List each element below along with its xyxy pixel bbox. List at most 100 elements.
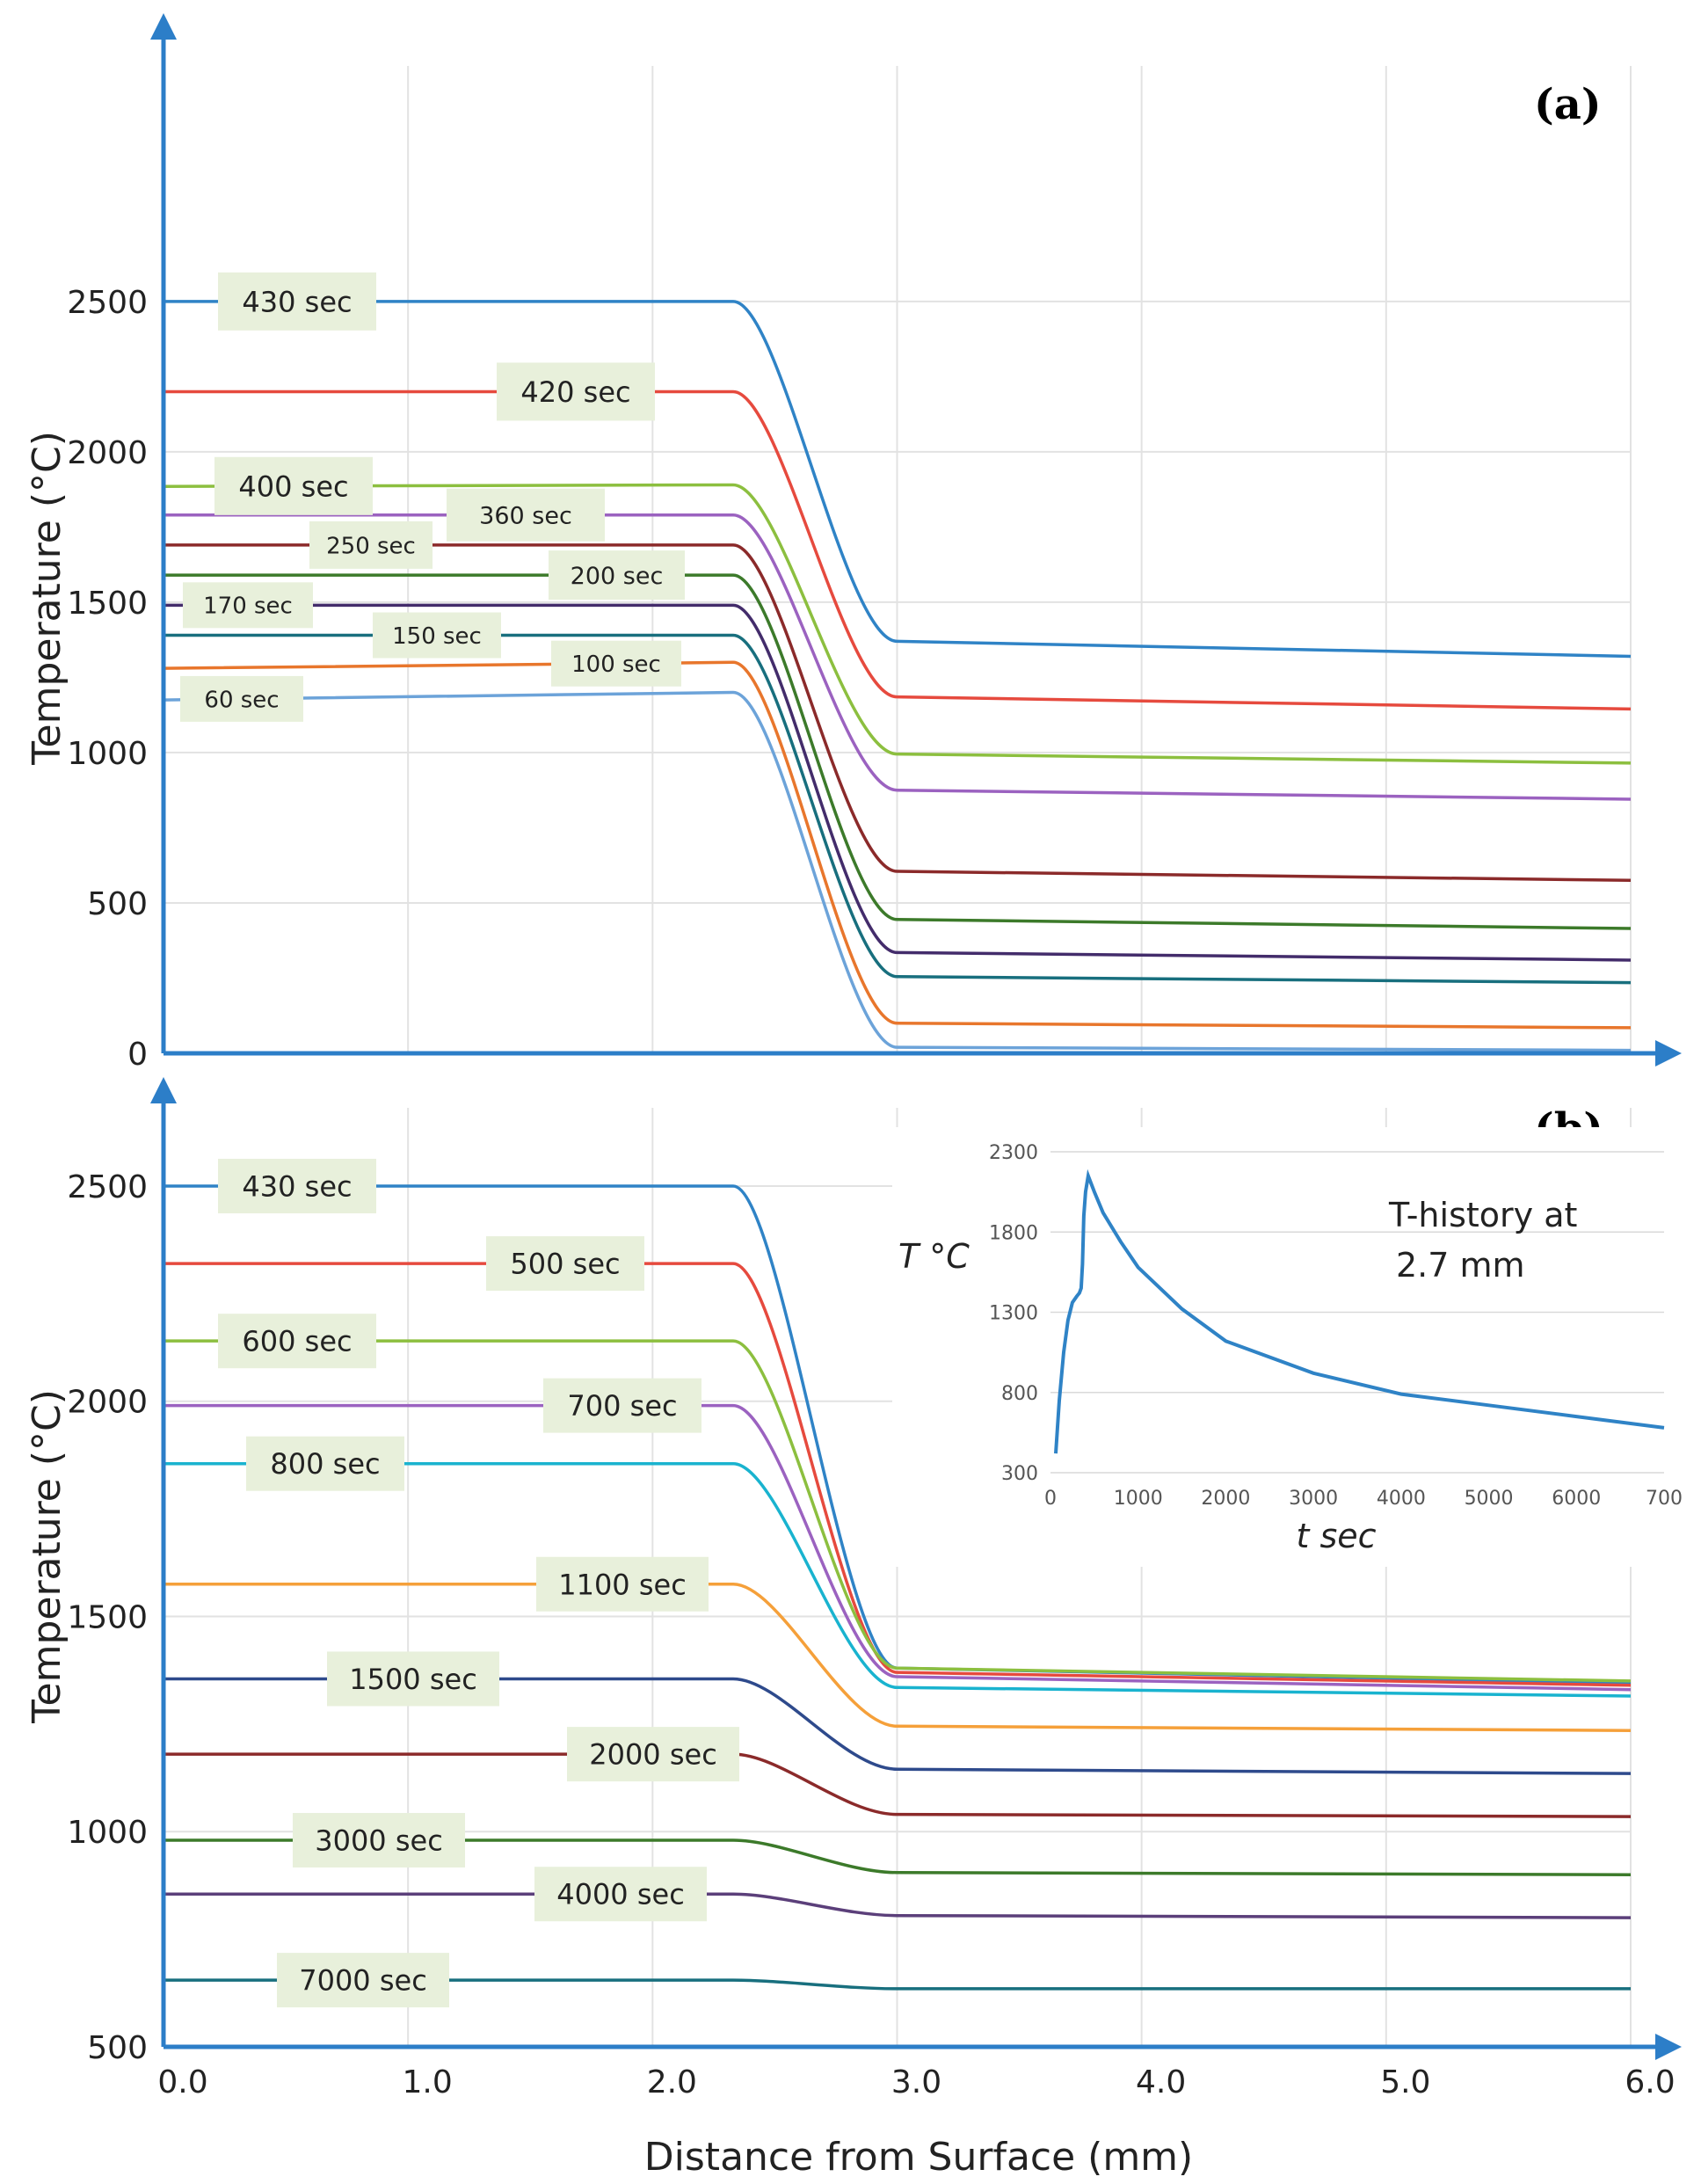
series-line	[164, 300, 1632, 659]
series-line	[164, 1403, 1632, 1692]
series-label-box	[214, 456, 373, 515]
panel-a-labels: 430 sec 420 sec 400 sec 360 sec 250 sec 200 s…	[180, 272, 685, 722]
series-line	[164, 1339, 1632, 1683]
series-label-text: 700 sec	[567, 1389, 677, 1423]
inset-x-tick-label: 4000	[1377, 1488, 1426, 1510]
series-label: 800 sec	[246, 1436, 404, 1491]
series-label-box	[536, 1556, 709, 1612]
series-line	[164, 1184, 1632, 1685]
series-label: 200 sec	[549, 550, 685, 601]
panel-b-y-ticks: 500 1000 1500 2000 2500	[67, 1169, 148, 2066]
series-line	[164, 1752, 1632, 1818]
inset-background	[892, 1127, 1688, 1567]
y-tick-label: 1500	[67, 1599, 148, 1635]
x-tick-label: 0.0	[157, 2064, 207, 2100]
series-label: 700 sec	[543, 1378, 701, 1433]
series-line	[164, 1677, 1632, 1775]
series-label-box	[246, 1436, 404, 1491]
panel-b-x-ticks: 0.0 1.0 2.0 3.0 4.0 5.0 6.0	[157, 2064, 1675, 2100]
inset-y-tick-label: 1300	[989, 1303, 1038, 1325]
series-label: 1100 sec	[536, 1556, 709, 1612]
series-line	[163, 690, 1632, 1052]
x-tick-label: 6.0	[1625, 2064, 1675, 2100]
series-line	[164, 513, 1632, 801]
series-label-text: 1500 sec	[349, 1663, 477, 1696]
series-label-box	[551, 640, 681, 687]
inset-x-label: t sec	[1296, 1517, 1376, 1555]
series-label-box	[373, 612, 501, 659]
y-tick-label: 0	[127, 1037, 148, 1073]
series-label-text: 200 sec	[571, 563, 664, 590]
panel-a-tag: (a)	[1534, 80, 1602, 129]
inset-chart: 300 800 1300 1800 2300 0 1000 2000 3000 4000 5000 6…	[892, 1127, 1688, 1567]
series-label-box	[218, 272, 376, 331]
series-line	[164, 603, 1632, 962]
series-line	[164, 1583, 1632, 1732]
series-label-box	[567, 1727, 739, 1782]
panel-a: 430 sec 420 sec 400 sec 360 sec 250 sec 200 s…	[25, 13, 1682, 1073]
panel-a-y-ticks: 0 500 1000 1500 2000 2500	[67, 285, 148, 1073]
series-label: 170 sec	[183, 582, 313, 629]
series-label-text: 7000 sec	[299, 1964, 427, 1998]
inset-y-label: T °C	[898, 1237, 970, 1276]
series-label-box	[327, 1651, 499, 1707]
inset-y-tick-label: 800	[1001, 1383, 1038, 1405]
series-label: 600 sec	[218, 1314, 376, 1369]
series-label-text: 420 sec	[520, 375, 630, 409]
series-line	[164, 573, 1632, 930]
series-label-text: 800 sec	[270, 1447, 380, 1481]
series-label-text: 1100 sec	[558, 1568, 687, 1601]
series-label: 420 sec	[497, 362, 655, 421]
series-label-box	[497, 362, 655, 421]
series-line	[164, 1978, 1631, 1991]
series-label-box	[277, 1953, 449, 2008]
series-label-text: 500 sec	[510, 1248, 620, 1281]
series-label-box	[486, 1236, 644, 1292]
x-axis-title: Distance from Surface (mm)	[644, 2135, 1193, 2180]
inset-x-tick-label: 2000	[1201, 1488, 1250, 1510]
series-line	[164, 1461, 1632, 1698]
y-tick-label: 1500	[67, 586, 148, 622]
series-line	[164, 389, 1632, 711]
inset-x-tick-label: 3000	[1289, 1488, 1338, 1510]
series-label-text: 170 sec	[203, 593, 293, 620]
inset-x-tick-label: 6000	[1552, 1488, 1601, 1510]
series-label-box	[447, 488, 605, 542]
inset-y-tick-label: 300	[1001, 1463, 1038, 1485]
series-label: 430 sec	[218, 272, 376, 331]
series-label-text: 2000 sec	[589, 1738, 717, 1772]
panel-a-y-axis-title: Temperature (°C)	[25, 431, 69, 766]
series-label-box	[309, 521, 433, 569]
inset-note-line2: 2.7 mm	[1396, 1246, 1525, 1285]
inset-grid	[1050, 1151, 1664, 1474]
series-line	[163, 660, 1632, 1030]
series-label-text: 430 sec	[242, 285, 352, 318]
series-label-box	[180, 675, 303, 722]
series-label-text: 60 sec	[204, 687, 279, 713]
y-tick-label: 500	[87, 2030, 148, 2066]
x-tick-label: 5.0	[1380, 2064, 1430, 2100]
series-label-text: 4000 sec	[556, 1878, 685, 1911]
panel-b-y-axis-title: Temperature (°C)	[25, 1389, 69, 1724]
y-tick-label: 2500	[67, 1169, 148, 1205]
series-label-box	[534, 1867, 707, 1922]
x-tick-label: 1.0	[403, 2064, 453, 2100]
y-tick-label: 2000	[67, 1385, 148, 1421]
y-tick-label: 1000	[67, 1815, 148, 1851]
x-tick-label: 4.0	[1136, 2064, 1186, 2100]
series-label: 500 sec	[486, 1236, 644, 1292]
series-label-box	[218, 1314, 376, 1369]
series-label: 7000 sec	[277, 1953, 449, 2008]
series-label: 430 sec	[218, 1158, 376, 1213]
series-label-text: 430 sec	[242, 1169, 352, 1203]
y-tick-label: 500	[87, 886, 148, 922]
inset-y-tick-label: 1800	[989, 1222, 1038, 1244]
inset-x-tick-label: 5000	[1465, 1488, 1514, 1510]
series-label: 1500 sec	[327, 1651, 499, 1707]
series-label: 400 sec	[214, 456, 373, 515]
panel-b-labels: 430 sec 500 sec 600 sec 700 sec 800 sec 1100 …	[218, 1158, 739, 2008]
y-tick-label: 2500	[67, 285, 148, 321]
series-label: 2000 sec	[567, 1727, 739, 1782]
series-line	[163, 483, 1632, 765]
